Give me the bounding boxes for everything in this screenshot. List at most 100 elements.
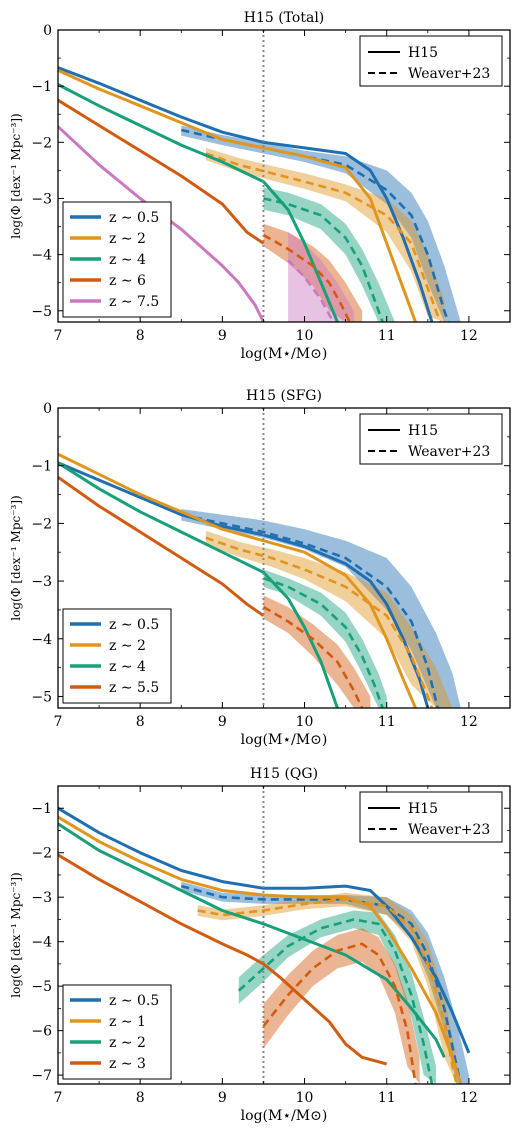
chart-title: H15 (SFG) xyxy=(246,388,322,404)
legend-series-label: z ∼ 0.5 xyxy=(109,617,159,633)
style-legend: H15 Weaver+23 xyxy=(359,413,503,465)
h15-line-1 xyxy=(58,452,417,708)
uncertainty-band-1 xyxy=(205,530,453,708)
weaver-line-3 xyxy=(262,233,351,322)
y-tick-label: −7 xyxy=(31,1068,52,1084)
redshift-legend: z ∼ 0.5 z ∼ 2 z ∼ 4 z ∼ 6 z ∼ 7.5 xyxy=(62,201,172,318)
style-legend: H15 Weaver+23 xyxy=(359,791,503,843)
h15-line-3 xyxy=(58,475,265,617)
y-tick-label: −5 xyxy=(31,979,52,995)
y-axis-label: log(Φ [dex⁻¹ Mpc⁻³]) xyxy=(9,113,23,238)
x-axis-label: log(M⋆/M⊙) xyxy=(241,732,328,748)
x-tick-label: 12 xyxy=(460,328,478,344)
axes-frame xyxy=(57,407,511,709)
y-tick-label: −3 xyxy=(31,574,52,590)
y-tick-label: −5 xyxy=(31,304,52,320)
axes-frame xyxy=(57,785,511,1085)
y-tick-label: 0 xyxy=(43,23,52,39)
weaver-line-1 xyxy=(205,152,442,322)
y-tick-label: −1 xyxy=(31,459,52,475)
weaver-line-1 xyxy=(205,536,434,708)
x-tick-label: 11 xyxy=(378,328,396,344)
plot-area xyxy=(58,408,461,708)
h15-line-1 xyxy=(58,815,463,1084)
legend-label: Weaver+23 xyxy=(408,822,490,838)
h15-line-2 xyxy=(58,83,339,322)
legend-series-label: z ∼ 3 xyxy=(109,1056,146,1072)
x-tick-label: 10 xyxy=(296,328,314,344)
h15-line-3 xyxy=(58,853,388,1066)
x-tick-label: 9 xyxy=(218,1090,227,1106)
legend-series-label: z ∼ 4 xyxy=(109,659,146,675)
x-tick-label: 12 xyxy=(460,1090,478,1106)
chart-title: H15 (QG) xyxy=(250,766,318,782)
x-tick-label: 12 xyxy=(460,714,478,730)
uncertainty-band-4 xyxy=(288,232,354,322)
legend-label: H15 xyxy=(408,423,438,439)
redshift-legend: z ∼ 0.5 z ∼ 2 z ∼ 4 z ∼ 5.5 xyxy=(62,608,172,704)
legend-label: Weaver+23 xyxy=(408,66,490,82)
weaver-line-0 xyxy=(180,884,462,1084)
h15-line-2 xyxy=(58,461,339,708)
y-tick-label: −4 xyxy=(31,248,52,264)
plot-area xyxy=(58,30,461,322)
y-axis-label: log(Φ [dex⁻¹ Mpc⁻³]) xyxy=(9,872,23,997)
y-tick-label: −1 xyxy=(31,79,52,95)
x-tick-label: 8 xyxy=(136,328,145,344)
weaver-line-0 xyxy=(181,513,439,708)
y-tick-label: −4 xyxy=(31,632,52,648)
redshift-legend: z ∼ 0.5 z ∼ 1 z ∼ 2 z ∼ 3 xyxy=(62,984,172,1080)
x-tick-label: 9 xyxy=(218,714,227,730)
weaver-line-1 xyxy=(197,898,458,1084)
x-tick-label: 10 xyxy=(296,1090,314,1106)
x-tick-label: 9 xyxy=(218,328,227,344)
y-tick-label: −3 xyxy=(31,890,52,906)
legend-label: H15 xyxy=(408,45,438,61)
x-tick-label: 8 xyxy=(136,1090,145,1106)
x-tick-label: 8 xyxy=(136,714,145,730)
x-axis-label: log(M⋆/M⊙) xyxy=(241,1108,328,1124)
h15-line-3 xyxy=(58,98,265,245)
y-tick-label: 0 xyxy=(43,401,52,417)
legend-series-label: z ∼ 5.5 xyxy=(109,680,159,696)
y-tick-label: −6 xyxy=(31,1024,52,1040)
legend-series-label: z ∼ 2 xyxy=(109,1035,146,1051)
x-axis-label: log(M⋆/M⊙) xyxy=(241,346,328,362)
x-tick-label: 7 xyxy=(54,1090,63,1106)
h15-line-1 xyxy=(58,69,417,322)
weaver-line-2 xyxy=(237,918,434,1084)
chart-title: H15 (Total) xyxy=(244,10,325,26)
y-tick-label: −2 xyxy=(31,135,52,151)
uncertainty-band-0 xyxy=(181,125,461,322)
legend-series-label: z ∼ 0.5 xyxy=(109,210,159,226)
h15-line-4 xyxy=(58,125,265,322)
style-legend: H15 Weaver+23 xyxy=(359,35,503,87)
y-axis-label: log(Φ [dex⁻¹ Mpc⁻³]) xyxy=(9,495,23,620)
legend-series-label: z ∼ 1 xyxy=(109,1014,146,1030)
legend-label: Weaver+23 xyxy=(408,444,490,460)
y-tick-label: −1 xyxy=(31,801,52,817)
x-tick-label: 11 xyxy=(378,1090,396,1106)
legend-series-label: z ∼ 7.5 xyxy=(109,294,159,310)
legend-series-label: z ∼ 4 xyxy=(109,252,146,268)
weaver-line-2 xyxy=(263,576,384,708)
legend-series-label: z ∼ 6 xyxy=(109,273,146,289)
legend-label: H15 xyxy=(408,801,438,817)
panel-qg: 7 8 9 10 11 12 −1 −2 −3 −4 −5 −6 −7 H15 (QG) log(M⋆/M⊙… xyxy=(9,766,511,1124)
plot-area xyxy=(58,786,471,1084)
weaver-line-3 xyxy=(262,942,417,1084)
h15-line-0 xyxy=(58,66,434,322)
weaver-line-2 xyxy=(263,197,384,322)
y-tick-label: −2 xyxy=(31,846,52,862)
axes-frame xyxy=(57,29,511,323)
legend-series-label: z ∼ 0.5 xyxy=(109,993,159,1009)
y-tick-label: −3 xyxy=(31,191,52,207)
y-tick-label: −5 xyxy=(31,689,52,705)
x-tick-label: 7 xyxy=(54,328,63,344)
panel-total: 7 8 9 10 11 12 0 −1 −2 −3 −4 −5 H15 (Total) log(M⋆/M⊙… xyxy=(9,10,511,362)
x-tick-label: 11 xyxy=(378,714,396,730)
uncertainty-band-2 xyxy=(238,910,436,1084)
x-tick-label: 7 xyxy=(54,714,63,730)
uncertainty-band-3 xyxy=(263,928,420,1084)
